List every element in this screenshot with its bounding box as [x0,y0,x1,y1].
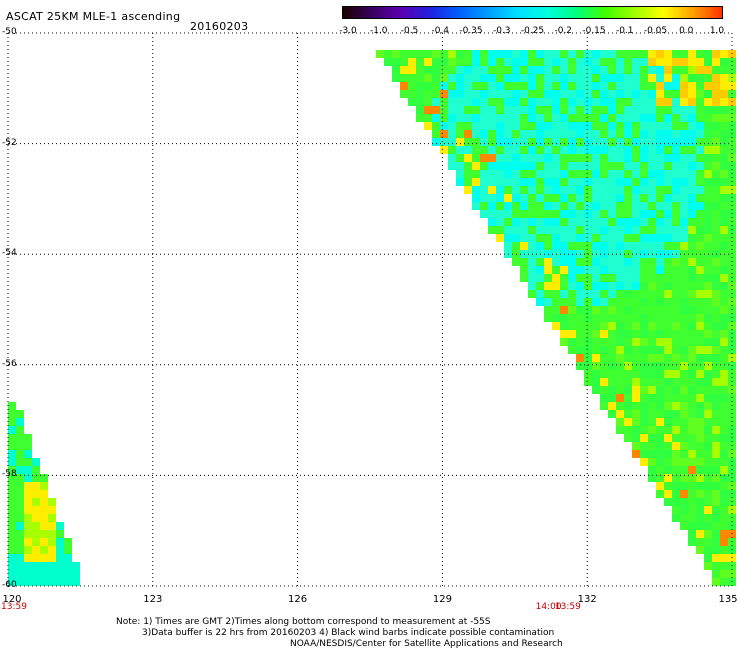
color-scale-tick-label: -0.15 [582,26,606,36]
color-scale-tick-label: -0.4 [431,26,450,36]
map-title: ASCAT 25KM MLE-1 ascending [6,10,181,23]
color-scale-tick-label: -0.05 [643,26,668,36]
latitude-label: -60 [2,580,17,590]
color-scale-tick-label: -0.2 [554,26,573,36]
longitude-label: 132 [577,594,597,605]
longitude-label: 120 [2,594,22,605]
color-scale-tick-label: -1.0 [369,26,388,36]
color-scale-tick-label: 1.0 [709,26,725,36]
color-scale-tick-label: -0.25 [520,26,545,36]
color-scale-tick-label: -0.35 [459,26,483,36]
color-scale-bar [342,6,723,19]
latitude-label: -54 [2,248,17,259]
longitude-label: 129 [432,594,452,605]
longitude-label: 135 [718,594,738,605]
color-scale-tick-label: -3.0 [339,26,357,36]
note-line-1: Note: 1) Times are GMT 2)Times along bot… [116,617,491,627]
latitude-label: -50 [2,27,17,37]
time-label: 13:59 [1,602,27,612]
longitude-label: 126 [288,594,308,605]
swath-cells [8,50,736,586]
note-line-2: 3)Data buffer is 22 hrs from 20160203 4)… [142,628,555,638]
color-scale-tick-label: -0.3 [492,26,511,36]
time-label: 14:00 [535,602,562,612]
color-scale-tick-label: -0.1 [615,26,634,36]
latitude-label: -52 [2,137,17,148]
latitude-label: -58 [2,469,17,480]
note-line-3: NOAA/NESDIS/Center for Satellite Applica… [290,639,563,649]
color-scale-tick-label: -0.5 [400,26,419,36]
time-label: 13:59 [554,602,581,612]
longitude-label: 123 [143,594,163,605]
map-date: 20160203 [190,20,249,33]
latitude-label: -56 [2,358,17,369]
color-scale-tick-label: 0.0 [679,26,694,36]
